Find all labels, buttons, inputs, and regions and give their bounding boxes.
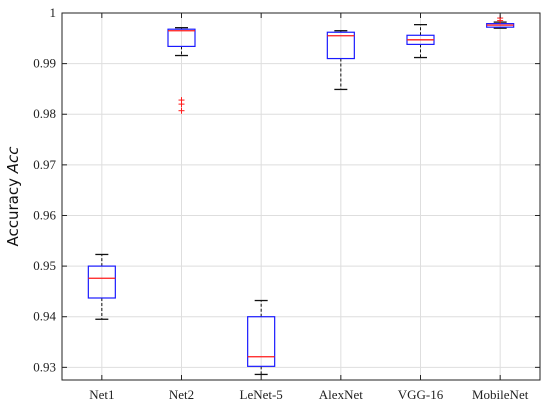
x-tick-label: LeNet-5 <box>240 387 283 402</box>
box-mobilenet <box>486 15 515 29</box>
grid-lines <box>62 12 540 380</box>
outlier-point <box>178 107 185 114</box>
y-tick-label: 1 <box>50 5 57 20</box>
outlier-point <box>178 97 185 104</box>
y-axis-title: Accuracy Acc <box>4 146 22 247</box>
x-axis-ticks: Net1 Net2 LeNet-5 AlexNet VGG-16 MobileNet <box>89 13 529 402</box>
y-axis-title-text: Accuracy <box>4 173 22 246</box>
y-axis-title-symbol: Acc <box>4 146 22 175</box>
y-tick-label: 0.95 <box>33 258 56 273</box>
x-tick-label: MobileNet <box>472 387 529 402</box>
box-lenet-5 <box>247 299 276 376</box>
box-iqr <box>247 316 276 367</box>
plot-area-frame <box>61 12 541 381</box>
x-tick-label: AlexNet <box>319 387 363 402</box>
box-iqr <box>87 265 116 299</box>
y-tick-label: 0.99 <box>33 56 56 71</box>
y-tick-label: 0.96 <box>33 207 56 222</box>
y-tick-label: 0.97 <box>33 157 56 172</box>
box-alexnet <box>326 30 355 91</box>
y-axis-ticks: 0.93 0.94 0.95 0.96 0.97 0.98 0.99 1 <box>33 5 540 374</box>
x-tick-label: Net1 <box>89 387 114 402</box>
box-net1 <box>87 253 116 320</box>
box-net2 <box>167 27 196 114</box>
x-tick-label: Net2 <box>169 387 194 402</box>
box-iqr <box>167 28 196 48</box>
box-vgg-16 <box>406 23 435 59</box>
box-iqr <box>326 31 355 60</box>
y-tick-label: 0.98 <box>33 106 56 121</box>
y-tick-label: 0.93 <box>33 359 56 374</box>
x-tick-label: VGG-16 <box>398 387 444 402</box>
y-tick-label: 0.94 <box>33 309 56 324</box>
box-plot-series <box>87 15 515 376</box>
